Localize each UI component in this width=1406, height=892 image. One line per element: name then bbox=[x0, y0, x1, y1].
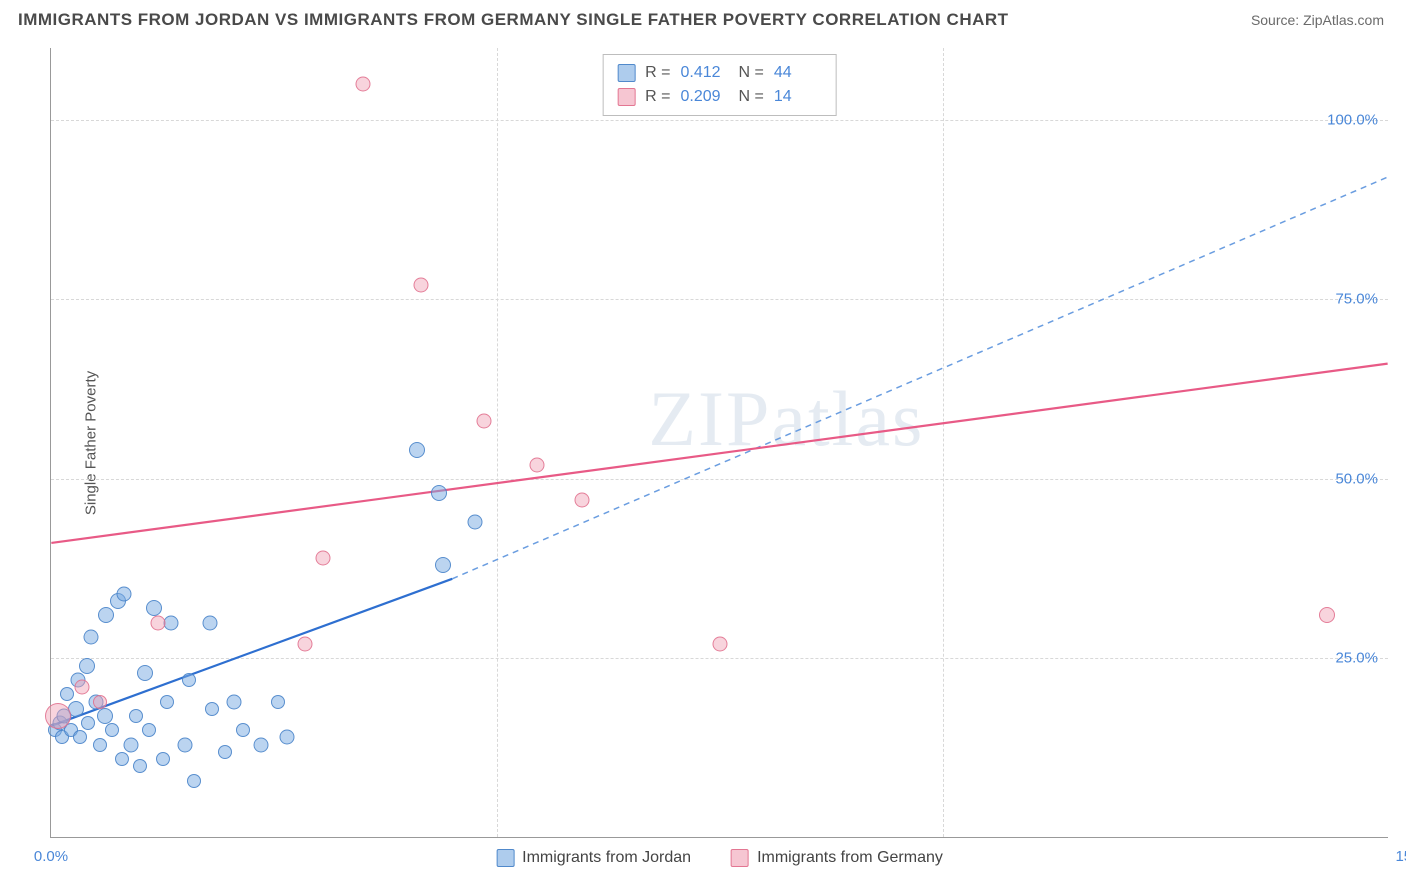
scatter-point bbox=[713, 637, 728, 652]
y-tick-label: 50.0% bbox=[1335, 470, 1378, 487]
r-label: R = bbox=[645, 64, 670, 82]
scatter-point bbox=[81, 716, 95, 730]
scatter-point bbox=[467, 515, 482, 530]
r-label: R = bbox=[645, 88, 670, 106]
scatter-point bbox=[316, 550, 331, 565]
scatter-point bbox=[75, 680, 90, 695]
x-tick-right: 15.0% bbox=[1395, 848, 1406, 865]
swatch-blue-icon bbox=[496, 849, 514, 867]
scatter-point bbox=[97, 708, 113, 724]
stats-row-series2: R = 0.209 N = 14 bbox=[617, 85, 822, 109]
legend-item-series2: Immigrants from Germany bbox=[731, 849, 943, 867]
stats-legend: R = 0.412 N = 44 R = 0.209 N = 14 bbox=[602, 54, 837, 116]
scatter-point bbox=[45, 703, 71, 729]
gridline-v bbox=[943, 48, 944, 837]
n-value-series2: 14 bbox=[774, 88, 822, 106]
scatter-point bbox=[151, 615, 166, 630]
scatter-point bbox=[218, 745, 232, 759]
n-label: N = bbox=[739, 88, 764, 106]
gridline-h bbox=[51, 658, 1388, 659]
y-tick-label: 75.0% bbox=[1335, 291, 1378, 308]
scatter-point bbox=[202, 615, 217, 630]
scatter-point bbox=[129, 709, 143, 723]
scatter-point bbox=[142, 723, 156, 737]
watermark-text: ZIPatlas bbox=[648, 374, 924, 464]
scatter-point bbox=[164, 615, 179, 630]
scatter-point bbox=[137, 665, 153, 681]
y-tick-label: 100.0% bbox=[1327, 111, 1378, 128]
scatter-point bbox=[280, 730, 295, 745]
scatter-point bbox=[1319, 607, 1335, 623]
scatter-point bbox=[93, 738, 107, 752]
trend-lines bbox=[51, 48, 1388, 837]
scatter-point bbox=[574, 493, 589, 508]
stats-row-series1: R = 0.412 N = 44 bbox=[617, 61, 822, 85]
legend-label-series1: Immigrants from Jordan bbox=[522, 849, 691, 867]
chart-header: IMMIGRANTS FROM JORDAN VS IMMIGRANTS FRO… bbox=[0, 0, 1406, 36]
scatter-point bbox=[271, 695, 285, 709]
scatter-point bbox=[298, 637, 313, 652]
scatter-point bbox=[187, 774, 201, 788]
scatter-point bbox=[435, 557, 451, 573]
x-tick-left: 0.0% bbox=[34, 848, 68, 865]
scatter-point bbox=[226, 694, 241, 709]
swatch-blue-icon bbox=[617, 64, 635, 82]
scatter-point bbox=[205, 702, 219, 716]
trend-line bbox=[51, 364, 1387, 543]
scatter-point bbox=[84, 629, 99, 644]
y-axis-label: Single Father Poverty bbox=[83, 370, 100, 514]
scatter-point bbox=[105, 723, 119, 737]
scatter-point bbox=[182, 673, 196, 687]
swatch-pink-icon bbox=[617, 88, 635, 106]
gridline-v bbox=[497, 48, 498, 837]
scatter-point bbox=[79, 658, 95, 674]
n-label: N = bbox=[739, 64, 764, 82]
r-value-series2: 0.209 bbox=[681, 88, 729, 106]
trend-line bbox=[452, 177, 1387, 579]
gridline-h bbox=[51, 120, 1388, 121]
scatter-point bbox=[253, 737, 268, 752]
scatter-point bbox=[146, 600, 162, 616]
scatter-point bbox=[476, 414, 491, 429]
legend-label-series2: Immigrants from Germany bbox=[757, 849, 943, 867]
scatter-point bbox=[156, 752, 170, 766]
scatter-point bbox=[236, 723, 250, 737]
scatter-point bbox=[530, 457, 545, 472]
scatter-point bbox=[177, 737, 192, 752]
r-value-series1: 0.412 bbox=[681, 64, 729, 82]
y-tick-label: 25.0% bbox=[1335, 650, 1378, 667]
legend-item-series1: Immigrants from Jordan bbox=[496, 849, 691, 867]
chart-source: Source: ZipAtlas.com bbox=[1251, 12, 1384, 28]
gridline-h bbox=[51, 479, 1388, 480]
scatter-point bbox=[133, 759, 147, 773]
scatter-point bbox=[98, 607, 114, 623]
scatter-point bbox=[409, 442, 425, 458]
scatter-point bbox=[124, 737, 139, 752]
scatter-point bbox=[356, 76, 371, 91]
scatter-point bbox=[160, 695, 174, 709]
scatter-point bbox=[73, 730, 87, 744]
scatter-point bbox=[117, 586, 132, 601]
scatter-point bbox=[115, 752, 129, 766]
scatter-point bbox=[431, 485, 447, 501]
gridline-h bbox=[51, 299, 1388, 300]
scatter-point bbox=[414, 278, 429, 293]
chart-title: IMMIGRANTS FROM JORDAN VS IMMIGRANTS FRO… bbox=[18, 10, 1009, 30]
scatter-point bbox=[93, 695, 107, 709]
correlation-scatter-chart: ZIPatlas Single Father Poverty 25.0% 50.0… bbox=[50, 48, 1388, 838]
n-value-series1: 44 bbox=[774, 64, 822, 82]
bottom-legend: Immigrants from Jordan Immigrants from G… bbox=[496, 849, 943, 867]
scatter-point bbox=[60, 687, 74, 701]
swatch-pink-icon bbox=[731, 849, 749, 867]
